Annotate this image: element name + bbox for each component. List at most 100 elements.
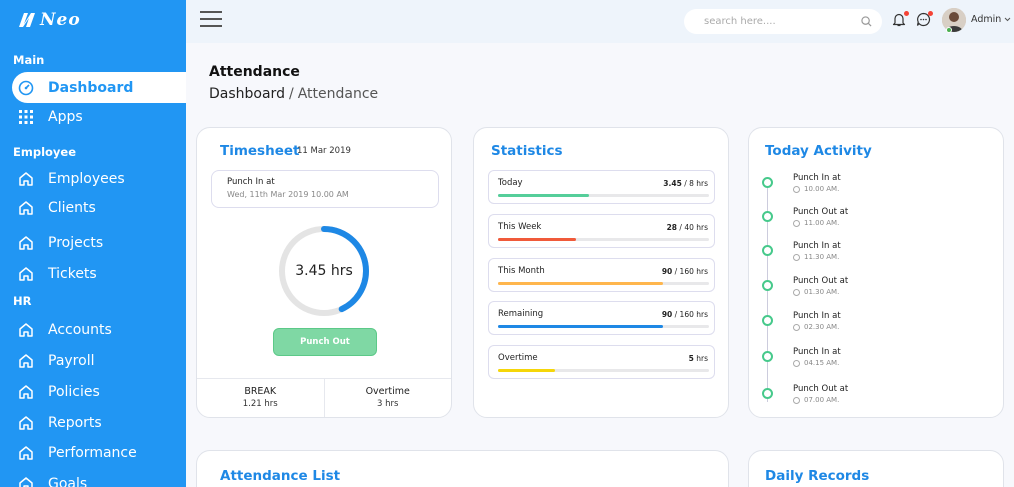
punch-out-button[interactable]: Punch Out bbox=[273, 328, 377, 356]
home-icon bbox=[18, 415, 34, 431]
sidebar-item-reports[interactable]: Reports bbox=[12, 407, 186, 438]
home-icon bbox=[18, 476, 34, 487]
stat-value: 90 / 160 hrs bbox=[661, 310, 708, 319]
timesheet-footer: BREAK 1.21 hrs Overtime 3 hrs bbox=[197, 378, 451, 417]
stat-progress-track bbox=[498, 238, 709, 241]
sidebar-item-label: Accounts bbox=[48, 321, 112, 338]
sidebar-item-payroll[interactable]: Payroll bbox=[12, 345, 186, 376]
section-title-employee: Employee bbox=[13, 145, 77, 159]
apps-grid-icon bbox=[18, 109, 34, 125]
sidebar-item-performance[interactable]: Performance bbox=[12, 437, 186, 468]
sidebar-item-policies[interactable]: Policies bbox=[12, 376, 186, 407]
stat-progress-track bbox=[498, 194, 709, 197]
timeline-line bbox=[767, 182, 768, 402]
timeline-dot bbox=[762, 388, 773, 399]
search-icon[interactable] bbox=[861, 16, 872, 27]
hours-progress-ring bbox=[279, 226, 369, 316]
sidebar-item-employees[interactable]: Employees bbox=[12, 163, 186, 194]
activity-time: 04.15 AM. bbox=[793, 359, 839, 367]
home-icon bbox=[18, 200, 34, 216]
bell-icon[interactable] bbox=[892, 11, 909, 28]
stat-value: 28 / 40 hrs bbox=[666, 223, 708, 232]
sidebar-item-apps[interactable]: Apps bbox=[12, 101, 186, 132]
sidebar-item-label: Employees bbox=[48, 170, 125, 187]
home-icon bbox=[18, 171, 34, 187]
home-icon bbox=[18, 353, 34, 369]
activity-title-text: Punch In at bbox=[793, 241, 841, 251]
activity-time: 11.00 AM. bbox=[793, 219, 839, 227]
sidebar-item-goals[interactable]: Goals bbox=[12, 468, 186, 487]
notification-dot bbox=[904, 11, 909, 16]
stat-row: Remaining 90 / 160 hrs bbox=[488, 301, 715, 335]
breadcrumb-current: Attendance bbox=[297, 86, 379, 102]
page-title: Attendance bbox=[209, 64, 300, 80]
home-icon bbox=[18, 235, 34, 251]
stat-row: Overtime 5 hrs bbox=[488, 345, 715, 379]
clock-icon bbox=[793, 323, 800, 331]
breadcrumb-home[interactable]: Dashboard bbox=[209, 86, 285, 102]
home-icon bbox=[18, 384, 34, 400]
sidebar-item-label: Tickets bbox=[48, 265, 97, 282]
timeline-dot bbox=[762, 245, 773, 256]
stat-row: This Week 28 / 40 hrs bbox=[488, 214, 715, 248]
activity-title-text: Punch Out at bbox=[793, 276, 849, 286]
logo-icon bbox=[19, 13, 35, 27]
activity-title: Today Activity bbox=[765, 143, 872, 159]
clock-icon bbox=[793, 396, 800, 404]
attendance-list-card: Attendance List bbox=[196, 450, 729, 487]
sidebar-item-label: Dashboard bbox=[48, 79, 134, 96]
daily-records-card: Daily Records bbox=[748, 450, 1004, 487]
sidebar-item-label: Goals bbox=[48, 475, 88, 487]
sidebar-item-dashboard[interactable]: Dashboard bbox=[12, 72, 186, 103]
breadcrumb-separator: / bbox=[288, 86, 294, 102]
hours-value: 3.45 hrs bbox=[295, 263, 353, 279]
clock-icon bbox=[793, 219, 800, 227]
punch-in-time: Wed, 11th Mar 2019 10.00 AM bbox=[227, 190, 349, 199]
menu-icon[interactable] bbox=[200, 11, 222, 29]
activity-title-text: Punch Out at bbox=[793, 207, 849, 217]
stat-value: 5 hrs bbox=[688, 354, 708, 363]
statistics-card: Statistics Today 3.45 / 8 hrs This Week … bbox=[473, 127, 729, 418]
punch-in-box: Punch In at Wed, 11th Mar 2019 10.00 AM bbox=[211, 170, 439, 208]
top-header: Admin bbox=[186, 0, 1014, 43]
stat-progress-fill bbox=[498, 369, 555, 372]
sidebar-item-label: Clients bbox=[48, 199, 96, 216]
sidebar-item-projects[interactable]: Projects bbox=[12, 227, 186, 258]
user-menu[interactable]: Admin bbox=[971, 14, 1011, 25]
sidebar-item-label: Policies bbox=[48, 383, 100, 400]
statistics-title: Statistics bbox=[491, 143, 563, 159]
overtime-label: Overtime bbox=[365, 386, 410, 397]
clock-icon bbox=[793, 359, 800, 367]
stat-progress-fill bbox=[498, 194, 589, 197]
attendance-list-title: Attendance List bbox=[220, 468, 341, 484]
stat-progress-fill bbox=[498, 282, 663, 285]
sidebar-item-tickets[interactable]: Tickets bbox=[12, 258, 186, 289]
stat-progress-track bbox=[498, 282, 709, 285]
activity-title-text: Punch Out at bbox=[793, 384, 849, 394]
message-dot bbox=[928, 11, 933, 16]
user-name: Admin bbox=[971, 14, 1002, 25]
stat-name: This Month bbox=[498, 266, 545, 276]
search-input[interactable] bbox=[704, 16, 861, 27]
stat-name: Today bbox=[498, 178, 523, 188]
overtime-cell: Overtime 3 hrs bbox=[323, 379, 452, 417]
chat-icon[interactable] bbox=[916, 11, 933, 28]
stat-progress-track bbox=[498, 325, 709, 328]
sidebar-item-label: Projects bbox=[48, 234, 104, 251]
stat-progress-fill bbox=[498, 325, 663, 328]
logo[interactable]: Neo bbox=[16, 10, 81, 30]
section-title-hr: HR bbox=[13, 294, 32, 308]
timesheet-date: 11 Mar 2019 bbox=[297, 146, 351, 156]
daily-records-title: Daily Records bbox=[765, 468, 870, 484]
today-activity-card: Today Activity Punch In at 10.00 AM. Pun… bbox=[748, 127, 1004, 418]
dashboard-icon bbox=[18, 80, 34, 96]
activity-time: 02.30 AM. bbox=[793, 323, 839, 331]
sidebar-item-accounts[interactable]: Accounts bbox=[12, 314, 186, 345]
clock-icon bbox=[793, 185, 800, 193]
timesheet-title: Timesheet bbox=[220, 143, 300, 159]
sidebar-item-clients[interactable]: Clients bbox=[12, 192, 186, 223]
home-icon bbox=[18, 266, 34, 282]
timeline-dot bbox=[762, 177, 773, 188]
break-value: 1.21 hrs bbox=[242, 399, 278, 409]
stat-value: 90 / 160 hrs bbox=[661, 267, 708, 276]
